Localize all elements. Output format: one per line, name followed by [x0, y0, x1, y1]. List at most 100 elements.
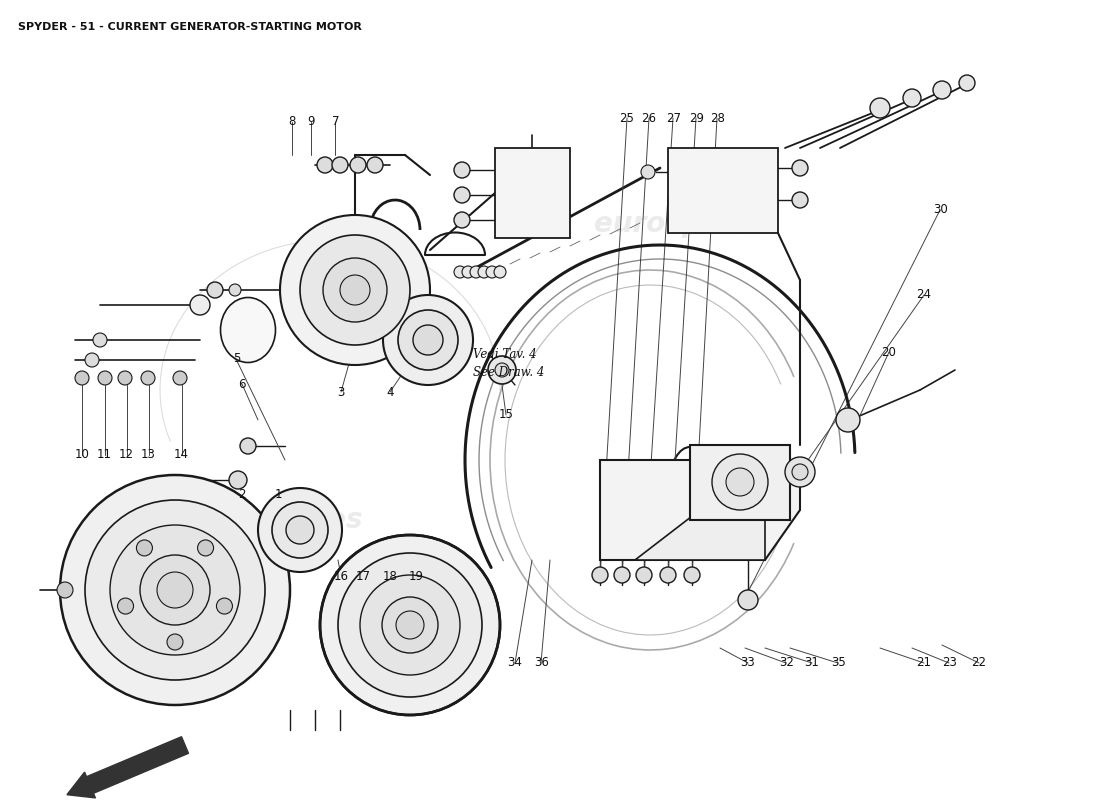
- Circle shape: [173, 371, 187, 385]
- Circle shape: [229, 284, 241, 296]
- Circle shape: [454, 162, 470, 178]
- Circle shape: [85, 500, 265, 680]
- Circle shape: [836, 408, 860, 432]
- Text: 1: 1: [275, 488, 282, 501]
- Circle shape: [110, 525, 240, 655]
- Circle shape: [462, 266, 474, 278]
- Bar: [690, 445, 790, 520]
- Circle shape: [140, 555, 210, 625]
- Text: 17: 17: [355, 570, 371, 582]
- Circle shape: [592, 567, 608, 583]
- Bar: [668, 148, 778, 233]
- Text: 14: 14: [174, 448, 189, 461]
- Text: 34: 34: [507, 656, 522, 669]
- Text: 30: 30: [933, 203, 948, 216]
- Text: 20: 20: [881, 346, 896, 358]
- Circle shape: [792, 464, 808, 480]
- Circle shape: [396, 611, 424, 639]
- Text: 13: 13: [141, 448, 156, 461]
- Circle shape: [933, 81, 952, 99]
- Circle shape: [136, 540, 153, 556]
- Circle shape: [785, 457, 815, 487]
- Circle shape: [792, 160, 808, 176]
- Circle shape: [94, 333, 107, 347]
- Circle shape: [338, 553, 482, 697]
- Text: 8: 8: [288, 115, 295, 128]
- Circle shape: [286, 516, 313, 544]
- Circle shape: [382, 597, 438, 653]
- Text: 4: 4: [387, 386, 394, 398]
- Circle shape: [280, 215, 430, 365]
- Circle shape: [486, 266, 498, 278]
- Circle shape: [454, 187, 470, 203]
- Circle shape: [495, 363, 509, 377]
- Circle shape: [240, 438, 256, 454]
- Circle shape: [398, 310, 458, 370]
- Circle shape: [98, 371, 112, 385]
- Circle shape: [207, 282, 223, 298]
- Circle shape: [870, 98, 890, 118]
- Text: eurospares: eurospares: [594, 210, 770, 238]
- Circle shape: [85, 353, 99, 367]
- Circle shape: [903, 89, 921, 107]
- Circle shape: [792, 192, 808, 208]
- Circle shape: [332, 157, 348, 173]
- Circle shape: [636, 567, 652, 583]
- Circle shape: [60, 475, 290, 705]
- Circle shape: [323, 258, 387, 322]
- Circle shape: [272, 502, 328, 558]
- Text: 19: 19: [408, 570, 424, 582]
- Circle shape: [118, 598, 133, 614]
- Circle shape: [360, 575, 460, 675]
- Text: SPYDER - 51 - CURRENT GENERATOR-STARTING MOTOR: SPYDER - 51 - CURRENT GENERATOR-STARTING…: [18, 22, 362, 32]
- Circle shape: [167, 634, 183, 650]
- Ellipse shape: [220, 298, 275, 362]
- Text: Vedi Tav. 4
See Draw. 4: Vedi Tav. 4 See Draw. 4: [473, 349, 544, 379]
- Text: 10: 10: [75, 448, 90, 461]
- Circle shape: [738, 590, 758, 610]
- Text: 6: 6: [239, 378, 245, 390]
- Polygon shape: [600, 460, 800, 560]
- Circle shape: [320, 535, 500, 715]
- Text: 16: 16: [333, 570, 349, 582]
- Circle shape: [470, 266, 482, 278]
- Circle shape: [217, 598, 232, 614]
- Polygon shape: [635, 460, 764, 560]
- Text: 22: 22: [971, 656, 987, 669]
- Text: 24: 24: [916, 288, 932, 301]
- Text: 35: 35: [830, 656, 846, 669]
- Circle shape: [367, 157, 383, 173]
- Circle shape: [190, 295, 210, 315]
- Circle shape: [684, 567, 700, 583]
- Circle shape: [118, 371, 132, 385]
- Circle shape: [641, 165, 654, 179]
- Circle shape: [258, 488, 342, 572]
- Text: 23: 23: [942, 656, 957, 669]
- Text: 26: 26: [641, 112, 657, 125]
- Circle shape: [488, 356, 516, 384]
- Circle shape: [198, 540, 213, 556]
- Circle shape: [57, 582, 73, 598]
- Text: 11: 11: [97, 448, 112, 461]
- Circle shape: [317, 157, 333, 173]
- Circle shape: [412, 325, 443, 355]
- Circle shape: [229, 471, 248, 489]
- Circle shape: [350, 157, 366, 173]
- Text: 29: 29: [689, 112, 704, 125]
- Circle shape: [75, 371, 89, 385]
- Text: 25: 25: [619, 112, 635, 125]
- Text: 7: 7: [332, 115, 339, 128]
- Bar: [495, 148, 570, 238]
- Text: 12: 12: [119, 448, 134, 461]
- Circle shape: [340, 275, 370, 305]
- Text: 21: 21: [916, 656, 932, 669]
- Circle shape: [726, 468, 754, 496]
- Text: eurospares: eurospares: [187, 506, 363, 534]
- Text: 9: 9: [308, 115, 315, 128]
- Text: 3: 3: [338, 386, 344, 398]
- Text: 18: 18: [383, 570, 398, 582]
- Circle shape: [959, 75, 975, 91]
- FancyArrow shape: [67, 737, 188, 798]
- Circle shape: [478, 266, 490, 278]
- Circle shape: [454, 212, 470, 228]
